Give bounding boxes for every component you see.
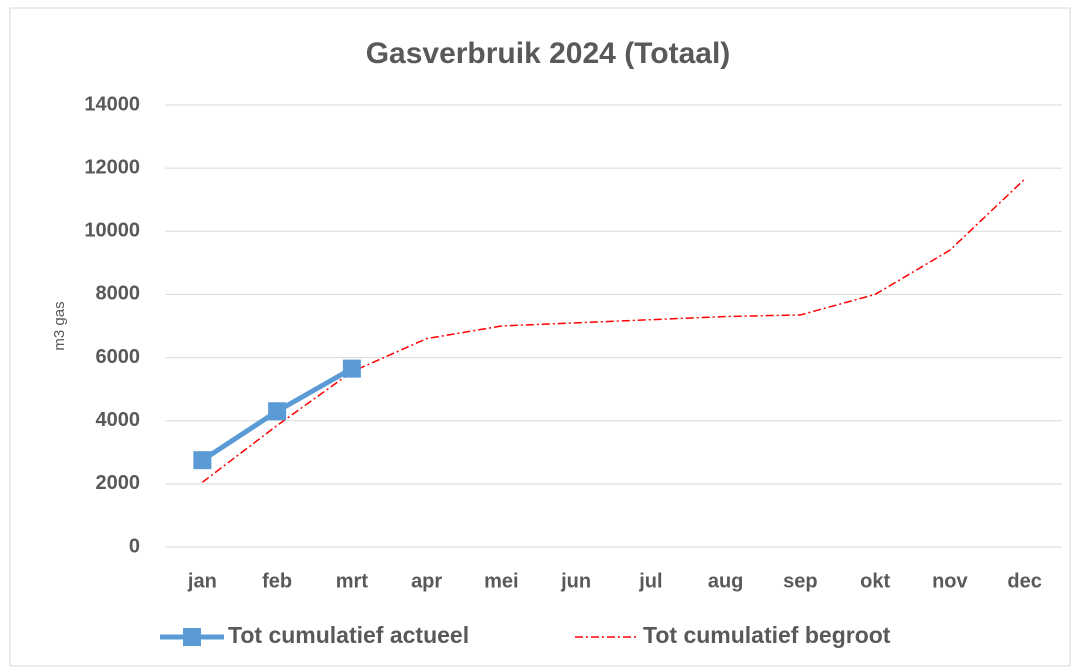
- y-tick-label: 6000: [96, 346, 141, 368]
- y-axis-label: m3 gas: [51, 301, 68, 350]
- y-tick-label: 10000: [84, 220, 140, 242]
- y-tick-label: 12000: [84, 156, 140, 178]
- x-tick-label: jun: [560, 570, 591, 592]
- y-tick-label: 8000: [96, 283, 141, 305]
- x-tick-label: dec: [1007, 570, 1041, 592]
- y-tick-label: 14000: [84, 93, 140, 115]
- y-tick-label: 4000: [96, 409, 141, 431]
- legend-label: Tot cumulatief begroot: [643, 622, 891, 648]
- point-marker: [268, 402, 287, 421]
- x-tick-label: jul: [638, 570, 662, 592]
- point-marker: [342, 359, 361, 378]
- x-tick-label: okt: [860, 570, 890, 592]
- x-tick-label: mei: [484, 570, 518, 592]
- point-marker: [193, 451, 212, 470]
- x-tick-label: jan: [187, 570, 217, 592]
- legend-label: Tot cumulatief actueel: [228, 622, 469, 648]
- legend-marker: [183, 628, 201, 646]
- x-tick-label: apr: [411, 570, 442, 592]
- x-tick-label: sep: [783, 570, 817, 592]
- x-tick-label: mrt: [336, 570, 369, 592]
- y-tick-label: 2000: [96, 472, 141, 494]
- chart-frame: [9, 7, 1071, 667]
- x-tick-label: feb: [262, 570, 292, 592]
- chart-title: Gasverbruik 2024 (Totaal): [366, 37, 731, 70]
- y-tick-label: 0: [129, 535, 140, 557]
- x-tick-label: nov: [932, 570, 968, 592]
- series-line: [201, 178, 1026, 483]
- x-tick-label: aug: [708, 570, 744, 592]
